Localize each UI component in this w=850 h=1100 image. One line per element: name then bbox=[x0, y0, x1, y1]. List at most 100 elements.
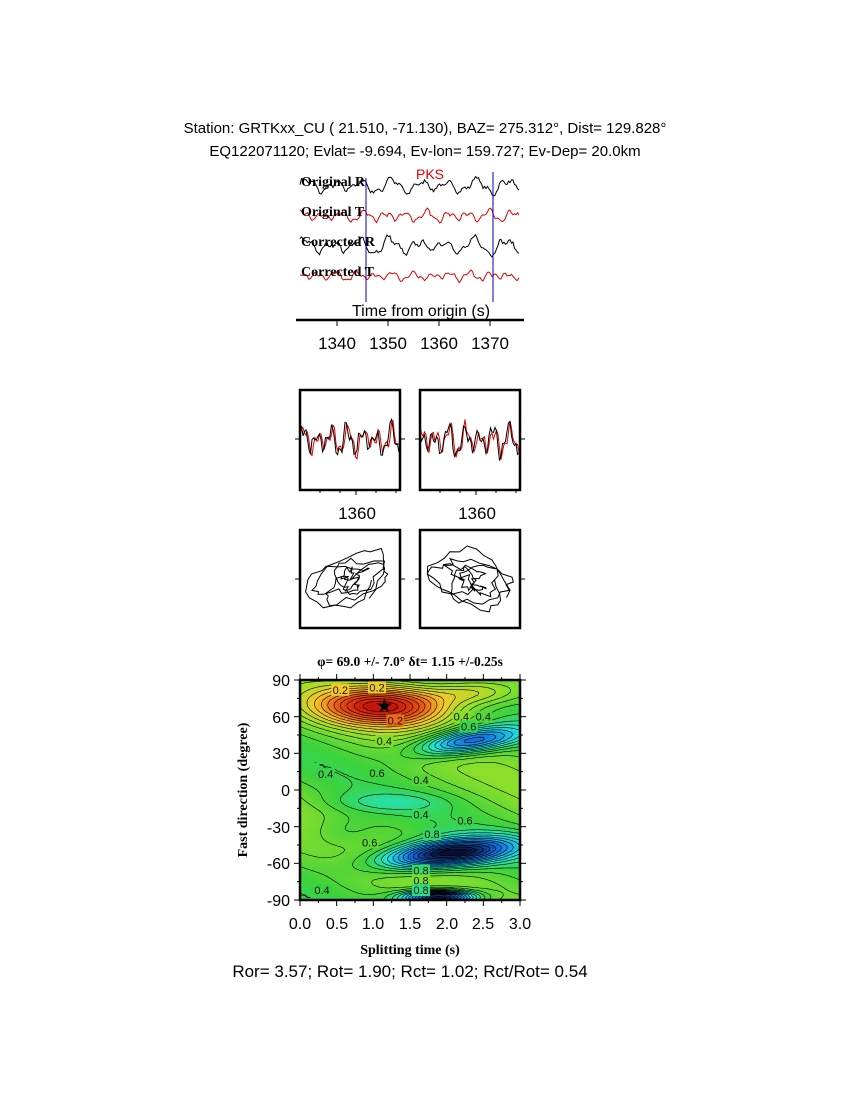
heatmap-cell bbox=[399, 705, 404, 710]
heatmap-cell bbox=[443, 793, 448, 798]
heatmap-cell bbox=[501, 874, 506, 879]
heatmap-cell bbox=[505, 683, 510, 688]
heatmap-cell bbox=[402, 691, 407, 696]
heatmap-cell bbox=[395, 694, 400, 699]
heatmap-cell bbox=[421, 738, 426, 743]
heatmap-cell bbox=[369, 753, 374, 758]
heatmap-cell bbox=[512, 786, 517, 791]
heatmap-cell bbox=[498, 753, 503, 758]
heatmap-cell bbox=[454, 885, 459, 890]
heatmap-cell bbox=[428, 771, 433, 776]
heatmap-cell bbox=[432, 870, 437, 875]
heatmap-cell bbox=[322, 826, 327, 831]
heatmap-cell bbox=[406, 834, 411, 839]
heatmap-cell bbox=[344, 779, 349, 784]
heatmap-cell bbox=[432, 808, 437, 813]
heatmap-cell bbox=[347, 801, 352, 806]
heatmap-cell bbox=[498, 845, 503, 850]
heatmap-cell bbox=[388, 786, 393, 791]
heatmap-cell bbox=[333, 896, 338, 900]
grid-xlabel: Splitting time (s) bbox=[360, 943, 460, 958]
heatmap-cell bbox=[494, 852, 499, 857]
heatmap-cell bbox=[512, 720, 517, 725]
heatmap-cell bbox=[487, 727, 492, 732]
heatmap-cell bbox=[325, 801, 330, 806]
heatmap-cell bbox=[384, 878, 389, 883]
heatmap-cell bbox=[439, 691, 444, 696]
heatmap-cell bbox=[479, 892, 484, 897]
heatmap-cell bbox=[333, 859, 338, 864]
heatmap-cell bbox=[322, 749, 327, 754]
heatmap-cell bbox=[344, 804, 349, 809]
heatmap-cell bbox=[318, 724, 323, 729]
heatmap-cell bbox=[487, 735, 492, 740]
heatmap-cell bbox=[487, 859, 492, 864]
heatmap-cell bbox=[454, 702, 459, 707]
heatmap-cell bbox=[366, 720, 371, 725]
heatmap-cell bbox=[362, 874, 367, 879]
heatmap-cell bbox=[391, 775, 396, 780]
heatmap-cell bbox=[395, 852, 400, 857]
heatmap-cell bbox=[300, 867, 305, 872]
heatmap-cell bbox=[329, 845, 334, 850]
heatmap-cell bbox=[369, 889, 374, 894]
heatmap-cell bbox=[446, 804, 451, 809]
heatmap-cell bbox=[358, 885, 363, 890]
heatmap-cell bbox=[380, 856, 385, 861]
heatmap-cell bbox=[509, 790, 514, 795]
heatmap-cell bbox=[311, 683, 316, 688]
heatmap-cell bbox=[340, 702, 345, 707]
heatmap-cell bbox=[391, 804, 396, 809]
heatmap-cell bbox=[487, 819, 492, 824]
heatmap-cell bbox=[391, 801, 396, 806]
heatmap-cell bbox=[303, 804, 308, 809]
heatmap-cell bbox=[336, 694, 341, 699]
heatmap-cell bbox=[490, 896, 495, 900]
heatmap-cell bbox=[300, 874, 305, 879]
heatmap-cell bbox=[450, 885, 455, 890]
heatmap-cell bbox=[498, 841, 503, 846]
heatmap-cell bbox=[377, 801, 382, 806]
heatmap-cell bbox=[498, 702, 503, 707]
heatmap-cell bbox=[450, 812, 455, 817]
heatmap-cell bbox=[318, 760, 323, 765]
heatmap-cell bbox=[355, 764, 360, 769]
heatmap-cell bbox=[300, 724, 305, 729]
heatmap-cell bbox=[347, 683, 352, 688]
heatmap-cell bbox=[336, 804, 341, 809]
heatmap-cell bbox=[465, 834, 470, 839]
heatmap-cell bbox=[355, 892, 360, 897]
heatmap-cell bbox=[454, 808, 459, 813]
heatmap-cell bbox=[355, 746, 360, 751]
heatmap-cell bbox=[450, 779, 455, 784]
heatmap-cell bbox=[388, 848, 393, 853]
heatmap-cell bbox=[300, 746, 305, 751]
heatmap-cell bbox=[512, 782, 517, 787]
heatmap-cell bbox=[322, 801, 327, 806]
heatmap-cell bbox=[362, 786, 367, 791]
heatmap-cell bbox=[428, 815, 433, 820]
heatmap-cell bbox=[483, 801, 488, 806]
heatmap-cell bbox=[347, 790, 352, 795]
heatmap-cell bbox=[377, 731, 382, 736]
heatmap-cell bbox=[413, 680, 418, 685]
heatmap-cell bbox=[417, 856, 422, 861]
heatmap-cell bbox=[490, 863, 495, 868]
heatmap-cell bbox=[318, 819, 323, 824]
heatmap-cell bbox=[318, 680, 323, 685]
heatmap-cell bbox=[512, 683, 517, 688]
heatmap-cell bbox=[366, 786, 371, 791]
heatmap-cell bbox=[388, 779, 393, 784]
heatmap-cell bbox=[358, 757, 363, 762]
heatmap-cell bbox=[476, 896, 481, 900]
heatmap-cell bbox=[428, 782, 433, 787]
heatmap-cell bbox=[483, 779, 488, 784]
heatmap-cell bbox=[498, 878, 503, 883]
heatmap-cell bbox=[340, 808, 345, 813]
heatmap-cell bbox=[303, 845, 308, 850]
heatmap-cell bbox=[307, 852, 312, 857]
heatmap-cell bbox=[329, 680, 334, 685]
heatmap-cell bbox=[344, 874, 349, 879]
heatmap-cell bbox=[498, 837, 503, 842]
heatmap-cell bbox=[501, 801, 506, 806]
